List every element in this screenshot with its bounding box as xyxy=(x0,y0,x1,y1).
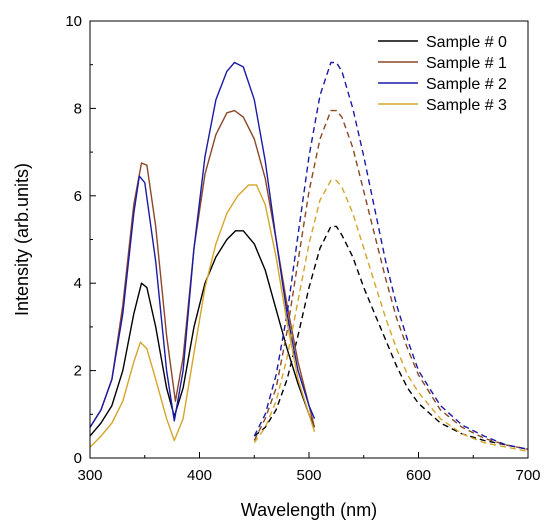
series-2-excitation-line xyxy=(89,61,316,428)
y-tick-label: 6 xyxy=(74,188,82,205)
y-axis-title: Intensity (arb.units) xyxy=(12,163,32,316)
x-axis: 300 400 500 600 700 xyxy=(77,452,541,484)
y-tick-label: 0 xyxy=(74,450,82,467)
x-tick-label: 500 xyxy=(296,467,321,484)
legend-label: Sample # 0 xyxy=(426,34,507,51)
y-tick-label: 2 xyxy=(74,363,82,380)
series-3-emission-line xyxy=(253,179,529,453)
legend-label: Sample # 3 xyxy=(426,97,507,114)
y-axis: 0 2 4 6 8 10 xyxy=(65,13,96,467)
series-0-emission-line xyxy=(253,225,529,450)
y-tick-label: 4 xyxy=(74,275,82,292)
series-0-excitation-line xyxy=(89,230,316,437)
x-tick-label: 600 xyxy=(406,467,431,484)
series-1-emission-line xyxy=(253,109,529,450)
legend: Sample # 0 Sample # 1 Sample # 2 Sample # 3 xyxy=(378,34,507,114)
legend-label: Sample # 1 xyxy=(426,55,507,72)
x-tick-label: 400 xyxy=(187,467,212,484)
series-2-emission-line xyxy=(253,61,529,450)
series-3-excitation-line xyxy=(89,184,316,448)
x-axis-title: Wavelength (nm) xyxy=(241,500,377,520)
x-tick-label: 300 xyxy=(77,467,102,484)
x-tick-label: 700 xyxy=(515,467,540,484)
y-tick-label: 8 xyxy=(74,100,82,117)
y-tick-label: 10 xyxy=(65,13,82,30)
series-layer xyxy=(89,61,529,453)
legend-label: Sample # 2 xyxy=(426,76,507,93)
